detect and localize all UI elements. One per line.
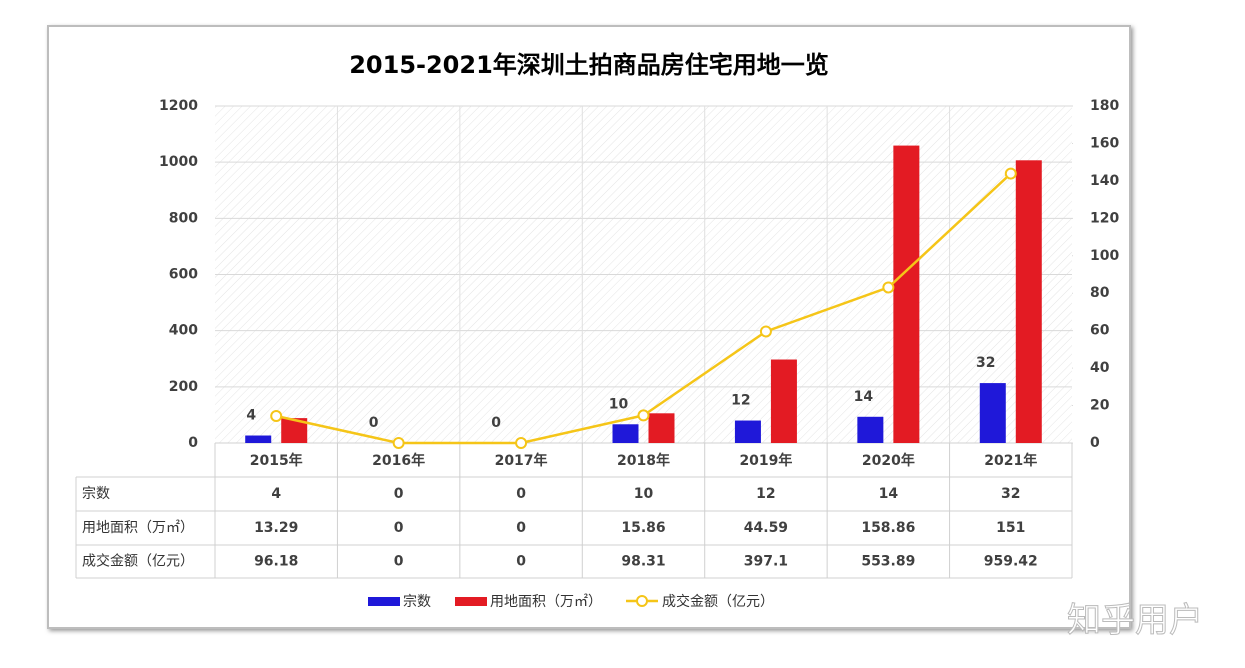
data-label: 10: [609, 396, 629, 412]
watermark: 知乎用户: [1067, 601, 1203, 641]
data-label: 0: [369, 415, 379, 431]
legend-swatch: [636, 595, 648, 607]
y2-tick-label: 160: [1090, 135, 1119, 151]
legend-label: 宗数: [403, 594, 431, 610]
y2-tick-label: 0: [1090, 435, 1100, 451]
table-cell: 0: [516, 486, 526, 502]
y-tick-label: 1200: [159, 98, 198, 114]
bar: [1015, 160, 1042, 444]
y-tick-label: 1000: [159, 154, 198, 170]
data-label: 32: [976, 355, 995, 371]
data-label: 12: [731, 393, 750, 409]
table-cell: 0: [516, 520, 526, 536]
table-cell: 12: [756, 486, 775, 502]
bar: [734, 420, 761, 443]
data-label: 0: [491, 415, 501, 431]
line-marker: [270, 409, 283, 422]
table-cell: 151: [996, 520, 1025, 536]
y2-tick-label: 60: [1090, 323, 1110, 339]
y-tick-label: 600: [169, 267, 198, 283]
bar: [857, 416, 884, 443]
table-cell: 959.42: [984, 554, 1038, 570]
line-marker: [1004, 167, 1017, 180]
table-cell: 0: [394, 554, 404, 570]
data-label: 14: [854, 389, 874, 405]
table-cell: 96.18: [254, 554, 298, 570]
x-tick-label: 2016年: [372, 452, 425, 469]
y2-tick-label: 180: [1090, 98, 1119, 114]
table-cell: 0: [394, 486, 404, 502]
table-row-header: 宗数: [82, 486, 110, 502]
table-row-header: 成交金额（亿元）: [82, 553, 194, 570]
y-tick-label: 800: [169, 210, 198, 226]
legend-label: 成交金额（亿元）: [662, 593, 774, 610]
table-cell: 98.31: [621, 554, 665, 570]
line-marker: [515, 437, 528, 449]
x-tick-label: 2015年: [250, 452, 303, 469]
bar: [612, 424, 639, 443]
line-marker: [882, 281, 895, 294]
table-cell: 14: [879, 486, 899, 502]
bar: [979, 383, 1006, 443]
table-cell: 397.1: [744, 554, 788, 570]
table-cell: 13.29: [254, 520, 298, 536]
table-cell: 44.59: [744, 520, 788, 536]
legend-swatch: [455, 597, 487, 606]
y2-tick-label: 40: [1090, 360, 1110, 376]
bar: [893, 145, 920, 443]
y2-tick-label: 20: [1090, 398, 1110, 414]
y2-tick-label: 120: [1090, 210, 1119, 226]
table-cell: 0: [394, 520, 404, 536]
table-row-header: 用地面积（万㎡）: [82, 520, 194, 536]
x-tick-label: 2020年: [862, 452, 915, 469]
y-tick-label: 200: [169, 379, 198, 395]
legend-swatch: [368, 597, 400, 606]
table-cell: 15.86: [621, 520, 665, 536]
table-cell: 4: [271, 486, 281, 502]
bar: [770, 359, 797, 443]
data-label: 4: [246, 408, 256, 424]
bar: [245, 435, 272, 443]
y2-tick-label: 140: [1090, 173, 1119, 189]
line-marker: [637, 409, 650, 422]
table-cell: 10: [634, 486, 654, 502]
table-cell: 0: [516, 554, 526, 570]
table-cell: 553.89: [861, 554, 915, 570]
bar: [648, 413, 675, 443]
x-tick-label: 2019年: [739, 452, 792, 469]
line-marker: [392, 437, 405, 449]
legend-label: 用地面积（万㎡）: [490, 594, 602, 610]
x-tick-label: 2021年: [984, 452, 1037, 469]
table-cell: 158.86: [861, 520, 915, 536]
y2-tick-label: 100: [1090, 248, 1119, 264]
x-tick-label: 2017年: [495, 452, 548, 469]
table-cell: 32: [1001, 486, 1020, 502]
y-tick-label: 400: [169, 323, 198, 339]
y-tick-label: 0: [188, 435, 198, 451]
line-marker: [759, 325, 772, 338]
y2-tick-label: 80: [1090, 285, 1110, 301]
x-tick-label: 2018年: [617, 452, 670, 469]
chart-title: 2015-2021年深圳土拍商品房住宅用地一览: [349, 51, 829, 79]
